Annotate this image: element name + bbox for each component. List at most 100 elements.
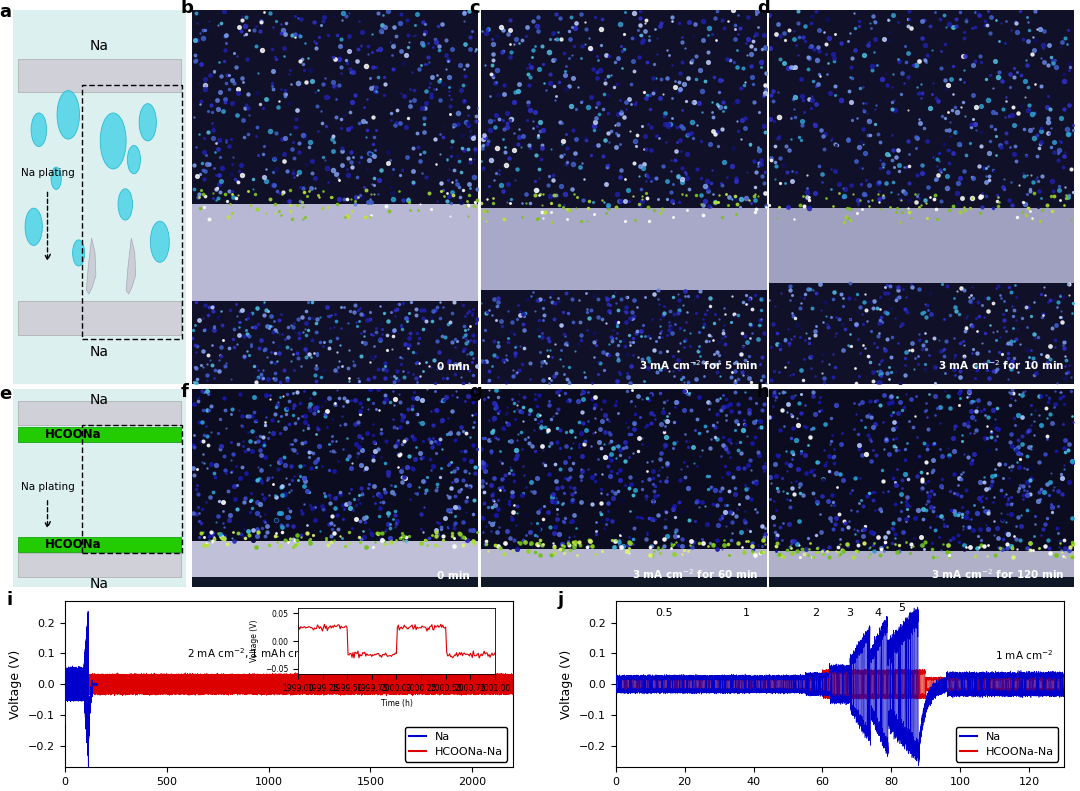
- Text: 0 min: 0 min: [437, 362, 470, 373]
- HCOONa-Na: [862, 695, 875, 705]
- Na: [77, 666, 90, 676]
- HCOONa-Na: [816, 668, 829, 678]
- HCOONa-Na: [814, 674, 827, 683]
- Text: 0 min: 0 min: [437, 571, 470, 581]
- Bar: [18, 301, 180, 335]
- Bar: [481, 549, 767, 577]
- Na: [58, 679, 71, 689]
- Na: [1057, 689, 1070, 698]
- Na: [816, 671, 829, 680]
- Circle shape: [31, 113, 46, 146]
- Text: 0.5: 0.5: [656, 608, 673, 618]
- HCOONa-Na: [634, 674, 647, 683]
- Bar: [769, 551, 1074, 577]
- Legend: Na, HCOONa-Na: Na, HCOONa-Na: [956, 727, 1058, 762]
- Text: h: h: [757, 383, 770, 401]
- Bar: [192, 204, 478, 301]
- Text: d: d: [757, 0, 770, 17]
- Text: 3: 3: [847, 608, 853, 618]
- Text: j: j: [557, 591, 564, 609]
- Text: HCOONa: HCOONa: [45, 428, 102, 441]
- Bar: [769, 10, 1074, 208]
- Text: Na plating: Na plating: [21, 482, 75, 492]
- Na: [82, 607, 95, 616]
- Bar: [18, 401, 180, 425]
- HCOONa-Na: [609, 679, 622, 688]
- Text: a: a: [0, 3, 11, 21]
- Text: Na plating: Na plating: [21, 168, 75, 178]
- Text: Na: Na: [90, 345, 109, 359]
- Bar: [769, 283, 1074, 384]
- HCOONa-Na: [1057, 684, 1070, 694]
- Text: Na: Na: [90, 39, 109, 53]
- Text: 2: 2: [812, 608, 819, 618]
- Y-axis label: Voltage (V): Voltage (V): [10, 649, 23, 719]
- Polygon shape: [126, 238, 136, 294]
- Text: f: f: [180, 383, 189, 401]
- Bar: [481, 208, 767, 290]
- Line: HCOONa-Na: HCOONa-Na: [65, 672, 513, 696]
- Text: Na: Na: [90, 393, 109, 407]
- HCOONa-Na: [923, 675, 936, 684]
- Bar: [18, 426, 180, 441]
- Text: 3 mA cm$^{-2}$ for 10 min: 3 mA cm$^{-2}$ for 10 min: [939, 358, 1065, 373]
- Bar: [481, 389, 767, 549]
- Bar: [769, 389, 1074, 551]
- FancyBboxPatch shape: [11, 6, 188, 388]
- Text: HCOONa: HCOONa: [45, 539, 102, 551]
- HCOONa-Na: [58, 679, 71, 689]
- HCOONa-Na: [842, 664, 855, 673]
- Legend: Na, HCOONa-Na: Na, HCOONa-Na: [405, 727, 508, 762]
- Bar: [192, 301, 478, 384]
- Line: HCOONa-Na: HCOONa-Na: [616, 668, 1064, 700]
- FancyBboxPatch shape: [11, 387, 188, 589]
- Text: e: e: [0, 385, 12, 403]
- Text: g: g: [469, 383, 482, 401]
- Bar: [192, 577, 478, 587]
- Circle shape: [139, 104, 157, 141]
- Circle shape: [100, 113, 126, 169]
- Text: i: i: [6, 591, 13, 609]
- Bar: [82, 425, 183, 554]
- Bar: [82, 85, 183, 339]
- Circle shape: [72, 240, 84, 266]
- Na: [912, 602, 924, 611]
- Na: [71, 690, 84, 699]
- Circle shape: [127, 146, 140, 174]
- Circle shape: [51, 167, 62, 190]
- HCOONa-Na: [1020, 675, 1032, 684]
- Circle shape: [118, 189, 133, 220]
- Text: 4: 4: [874, 608, 881, 618]
- Circle shape: [25, 208, 42, 245]
- Bar: [769, 208, 1074, 283]
- Bar: [481, 577, 767, 587]
- Na: [609, 679, 622, 689]
- Bar: [769, 577, 1074, 587]
- HCOONa-Na: [108, 691, 121, 701]
- HCOONa-Na: [505, 672, 518, 682]
- Na: [913, 761, 926, 770]
- Line: Na: Na: [65, 611, 97, 767]
- Text: b: b: [180, 0, 193, 17]
- Na: [1020, 671, 1032, 680]
- Bar: [18, 538, 180, 552]
- Na: [91, 679, 104, 689]
- Bar: [18, 553, 180, 577]
- Text: 1: 1: [743, 608, 751, 618]
- Bar: [192, 389, 478, 541]
- Text: 3 mA cm$^{-2}$ for 120 min: 3 mA cm$^{-2}$ for 120 min: [931, 567, 1065, 581]
- Na: [814, 671, 827, 680]
- Y-axis label: Voltage (V): Voltage (V): [561, 649, 573, 719]
- Text: 2 mA cm$^{-2}$, 1 mAh cm$^{-2}$: 2 mA cm$^{-2}$, 1 mAh cm$^{-2}$: [187, 646, 315, 661]
- HCOONa-Na: [289, 668, 302, 677]
- HCOONa-Na: [449, 672, 462, 681]
- Polygon shape: [86, 238, 96, 294]
- Text: c: c: [469, 0, 480, 17]
- Circle shape: [150, 221, 170, 263]
- Bar: [18, 441, 180, 538]
- Na: [75, 693, 87, 702]
- Bar: [192, 541, 478, 577]
- HCOONa-Na: [359, 672, 372, 682]
- Text: 3 mA cm$^{-2}$ for 60 min: 3 mA cm$^{-2}$ for 60 min: [632, 567, 758, 581]
- Na: [756, 672, 769, 682]
